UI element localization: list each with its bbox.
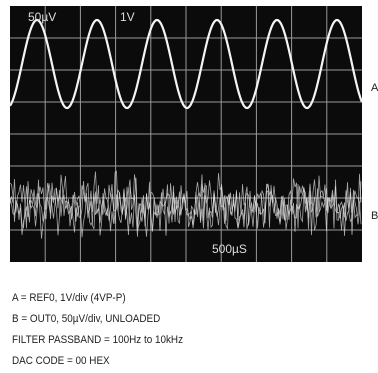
caption-line: A = REF0, 1V/div (4VP-P) <box>12 292 126 304</box>
trace-b-label: B <box>371 210 378 222</box>
noise-trace <box>9 171 362 236</box>
trace-a-label: A <box>371 82 378 94</box>
caption-line: DAC CODE = 00 HEX <box>12 355 110 367</box>
caption-line: B = OUT0, 50µV/div, UNLOADED <box>12 313 161 325</box>
noise-trace <box>9 178 362 239</box>
channel-b-scale: 50µV <box>28 10 56 24</box>
channel-a-scale: 1V <box>120 10 135 24</box>
caption-line: FILTER PASSBAND = 100Hz to 10kHz <box>12 334 184 346</box>
trace-b <box>9 170 362 239</box>
time-base: 500µS <box>212 242 247 256</box>
oscilloscope-screen: 50µV 1V 500µS A B <box>9 6 378 262</box>
trace-a <box>9 18 364 110</box>
